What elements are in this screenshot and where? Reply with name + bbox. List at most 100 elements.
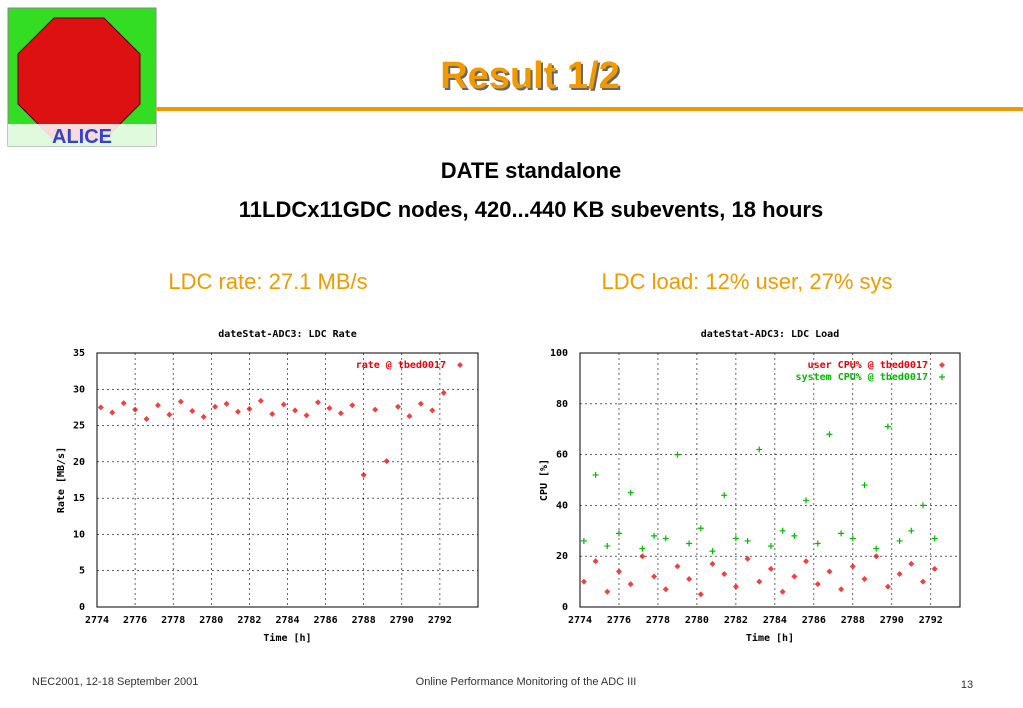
data-point xyxy=(873,545,880,552)
data-point xyxy=(697,525,704,532)
data-point xyxy=(756,446,763,453)
data-point xyxy=(349,402,356,409)
data-point xyxy=(744,555,751,562)
x-tick-label: 2774 xyxy=(85,615,109,626)
legend-label: system CPU% @ tbed0017 xyxy=(796,372,928,383)
x-tick-label: 2786 xyxy=(802,615,826,626)
y-tick-label: 80 xyxy=(556,399,568,410)
y-tick-label: 100 xyxy=(550,348,568,359)
data-point xyxy=(721,570,728,577)
data-point xyxy=(440,389,447,396)
y-tick-label: 60 xyxy=(556,450,568,461)
data-point xyxy=(212,403,219,410)
y-tick-label: 5 xyxy=(79,566,85,577)
data-point xyxy=(269,410,276,417)
y-tick-label: 0 xyxy=(79,602,85,613)
data-point xyxy=(166,411,173,418)
data-point xyxy=(189,408,196,415)
data-point xyxy=(908,527,915,534)
data-point xyxy=(580,578,587,585)
data-point xyxy=(604,588,611,595)
data-point xyxy=(849,563,856,570)
data-point xyxy=(303,412,310,419)
data-point xyxy=(280,401,287,408)
page-number: 13 xyxy=(961,679,973,691)
data-point xyxy=(132,406,139,413)
data-point xyxy=(721,492,728,499)
x-tick-label: 2790 xyxy=(880,615,904,626)
legend-marker xyxy=(457,362,463,368)
legend-marker xyxy=(939,374,945,380)
x-tick-label: 2778 xyxy=(646,615,670,626)
data-point xyxy=(651,532,658,539)
data-point xyxy=(849,535,856,542)
data-point xyxy=(873,553,880,560)
data-point xyxy=(767,565,774,572)
data-point xyxy=(709,560,716,567)
data-point xyxy=(143,416,150,423)
data-point xyxy=(580,537,587,544)
data-point xyxy=(120,400,127,407)
chart: dateStat-ADC3: LDC Rate 0 5 10 15 20 25 30 35 277… xyxy=(56,329,479,644)
data-point xyxy=(686,540,693,547)
data-point xyxy=(709,548,716,555)
data-point xyxy=(627,581,634,588)
data-point xyxy=(406,413,413,420)
x-tick-label: 2782 xyxy=(724,615,748,626)
y-tick-label: 35 xyxy=(73,348,85,359)
data-point xyxy=(97,404,104,411)
data-point xyxy=(360,471,367,478)
x-tick-label: 2778 xyxy=(161,615,185,626)
data-point xyxy=(604,543,611,550)
x-tick-label: 2776 xyxy=(123,615,147,626)
data-point xyxy=(674,563,681,570)
data-point xyxy=(931,565,938,572)
data-point xyxy=(337,410,344,417)
data-point xyxy=(639,545,646,552)
x-tick-label: 2776 xyxy=(607,615,631,626)
x-tick-label: 2792 xyxy=(428,615,452,626)
title-shadow: Result 1/2 xyxy=(442,57,622,99)
data-point xyxy=(791,573,798,580)
x-tick-label: 2792 xyxy=(919,615,943,626)
data-point xyxy=(429,407,436,414)
data-point xyxy=(246,405,253,412)
data-point xyxy=(651,573,658,580)
data-point xyxy=(803,558,810,565)
data-point xyxy=(686,576,693,583)
data-point xyxy=(756,578,763,585)
x-axis-label: Time [h] xyxy=(746,632,794,644)
data-point xyxy=(615,530,622,537)
slide-title: Result 1/2 xyxy=(440,55,620,97)
y-tick-label: 20 xyxy=(73,457,85,468)
y-tick-label: 30 xyxy=(73,384,85,395)
legend-label: user CPU% @ tbed0017 xyxy=(808,360,928,371)
x-tick-label: 2790 xyxy=(390,615,414,626)
data-point xyxy=(919,502,926,509)
data-point xyxy=(417,400,424,407)
footer-center: Online Performance Monitoring of the ADC… xyxy=(416,676,637,688)
data-point xyxy=(861,576,868,583)
data-point xyxy=(896,570,903,577)
data-point xyxy=(627,489,634,496)
plot-frame xyxy=(96,352,479,608)
y-axis-label: CPU [%] xyxy=(539,459,550,501)
data-point xyxy=(861,482,868,489)
x-tick-label: 2774 xyxy=(568,615,592,626)
data-point xyxy=(803,497,810,504)
data-point xyxy=(292,407,299,414)
data-point xyxy=(838,530,845,537)
data-point xyxy=(234,408,241,415)
data-point xyxy=(697,591,704,598)
x-tick-label: 2782 xyxy=(237,615,261,626)
data-point xyxy=(884,423,891,430)
chart: dateStat-ADC3: LDC Load 0 20 40 60 80 100 2774 2… xyxy=(539,329,961,644)
data-point xyxy=(732,535,739,542)
logo-text: ALICE xyxy=(52,126,112,148)
data-point xyxy=(744,537,751,544)
x-axis-label: Time [h] xyxy=(263,632,311,644)
data-point xyxy=(884,583,891,590)
subtitle: DATE standalone xyxy=(441,158,622,183)
data-point xyxy=(394,403,401,410)
chart-heading: LDC load: 12% user, 27% sys xyxy=(601,269,892,294)
